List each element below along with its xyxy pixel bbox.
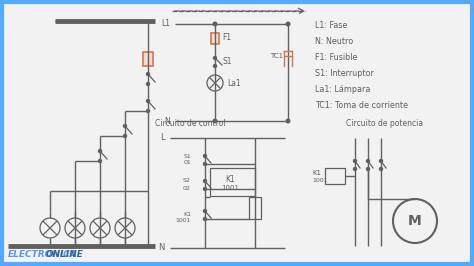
Text: S2: S2	[183, 178, 191, 184]
Circle shape	[203, 210, 207, 213]
Text: 1001: 1001	[312, 178, 328, 184]
Circle shape	[99, 160, 101, 163]
Circle shape	[99, 149, 101, 152]
Bar	[143, 52, 153, 66]
Circle shape	[146, 73, 149, 76]
Circle shape	[124, 135, 127, 138]
Circle shape	[146, 99, 149, 102]
Text: La1: La1	[227, 78, 241, 88]
Text: K1: K1	[225, 176, 235, 185]
Circle shape	[380, 168, 383, 171]
Circle shape	[354, 168, 356, 171]
Text: 1001: 1001	[221, 185, 239, 191]
Text: N: Neutro: N: Neutro	[315, 38, 353, 47]
Text: L: L	[160, 134, 165, 143]
Circle shape	[213, 22, 217, 26]
Circle shape	[203, 163, 207, 165]
Text: TC1: TC1	[270, 53, 283, 59]
Text: M: M	[408, 214, 422, 228]
FancyBboxPatch shape	[2, 2, 472, 264]
Circle shape	[203, 155, 207, 157]
Circle shape	[213, 119, 217, 123]
Bar	[210, 168, 255, 196]
Text: Circuito de control: Circuito de control	[155, 119, 225, 128]
Text: TC1: Toma de corriente: TC1: Toma de corriente	[315, 102, 408, 110]
Circle shape	[286, 119, 290, 123]
Circle shape	[366, 160, 370, 163]
Circle shape	[146, 110, 149, 113]
Text: ELECTRONICA: ELECTRONICA	[8, 250, 78, 259]
Circle shape	[203, 180, 207, 182]
Circle shape	[354, 160, 356, 163]
Text: S1: Interruptor: S1: Interruptor	[315, 69, 374, 78]
Circle shape	[366, 168, 370, 171]
Circle shape	[146, 82, 149, 85]
Text: N: N	[164, 117, 170, 126]
Circle shape	[380, 160, 383, 163]
Text: 02: 02	[183, 186, 191, 192]
Circle shape	[286, 22, 290, 26]
Circle shape	[213, 56, 217, 60]
Text: ONLINE: ONLINE	[46, 250, 84, 259]
Circle shape	[213, 64, 217, 68]
Text: 1001: 1001	[175, 218, 191, 223]
Bar	[325, 168, 345, 184]
Text: F1: F1	[222, 34, 231, 43]
Bar	[249, 197, 261, 219]
Text: K1: K1	[312, 170, 321, 176]
Bar	[211, 33, 219, 44]
Text: K1: K1	[183, 211, 191, 217]
Circle shape	[203, 218, 207, 221]
Circle shape	[203, 188, 207, 190]
Text: S1: S1	[183, 153, 191, 159]
Text: S1: S1	[223, 57, 233, 66]
Text: L1: Fase: L1: Fase	[315, 22, 347, 31]
Text: F1: Fusible: F1: Fusible	[315, 53, 357, 63]
Circle shape	[124, 124, 127, 127]
Text: Circuito de potencia: Circuito de potencia	[346, 119, 424, 128]
Text: La1: Lámpara: La1: Lámpara	[315, 85, 370, 94]
Text: L1: L1	[161, 19, 170, 28]
Text: N: N	[159, 243, 165, 252]
Text: 01: 01	[183, 160, 191, 165]
